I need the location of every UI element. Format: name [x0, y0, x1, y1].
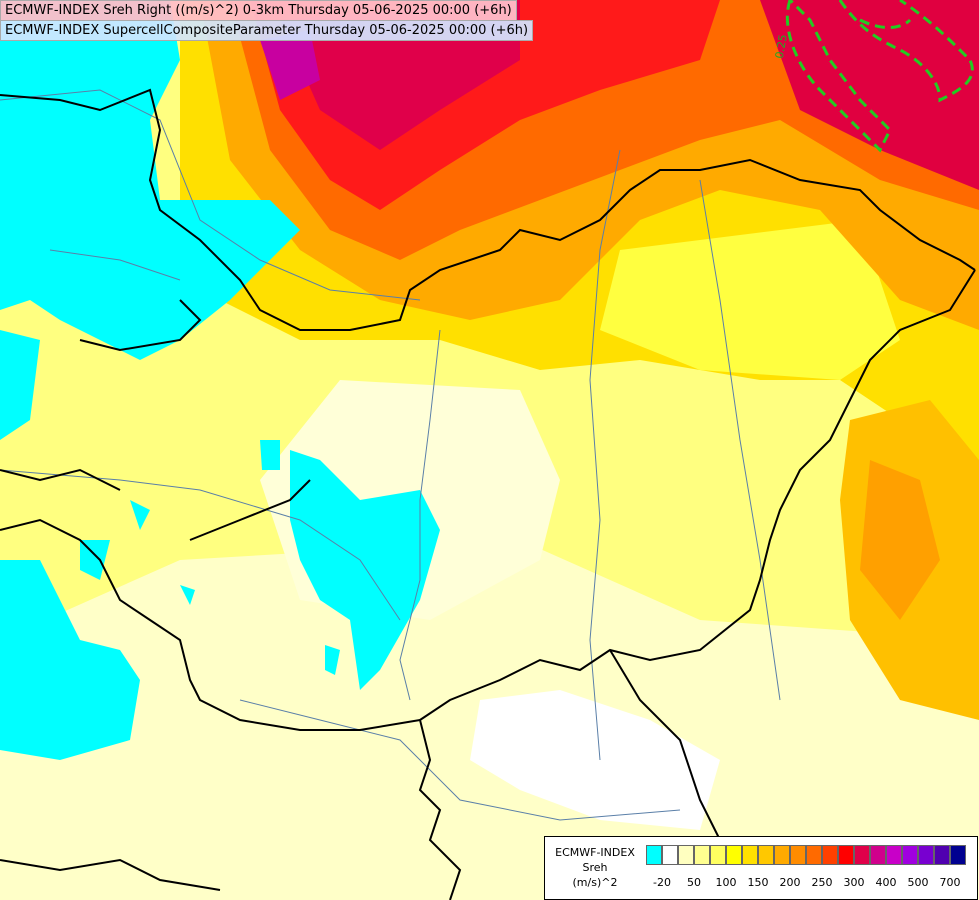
legend-tick: 150: [747, 876, 769, 889]
scp-contours: [785, 0, 974, 153]
legend-swatch: [678, 845, 694, 865]
legend-ticks: -20 50 100 150 200 250 300 400 500 700: [646, 876, 971, 890]
legend-line-2: Sreh: [582, 861, 608, 874]
cyan-sw-3: [130, 500, 150, 530]
legend-swatch: [838, 845, 854, 865]
cyan-small: [325, 645, 340, 675]
legend-swatch: [950, 845, 966, 865]
legend-swatch: [774, 845, 790, 865]
legend-swatch: [934, 845, 950, 865]
legend-swatch: [822, 845, 838, 865]
cyan-sw-2: [80, 540, 110, 580]
legend-swatch: [854, 845, 870, 865]
legend-swatches: [646, 845, 966, 865]
cyan-west-2: [0, 330, 40, 440]
title-line-2: ECMWF-INDEX SupercellCompositeParameter …: [0, 20, 534, 41]
legend-swatch: [790, 845, 806, 865]
yellow-area-ne: [600, 220, 900, 380]
legend-swatch: [662, 845, 678, 865]
cyan-sw-4: [180, 585, 195, 605]
orange-east-core: [860, 460, 940, 620]
legend-swatch: [726, 845, 742, 865]
title-line-1: ECMWF-INDEX Sreh Right ((m/s)^2) 0-3km T…: [0, 0, 517, 21]
legend-tick: 200: [779, 876, 801, 889]
magenta-spot: [260, 30, 320, 100]
legend-tick: 400: [875, 876, 897, 889]
legend-swatch: [742, 845, 758, 865]
legend-swatch: [806, 845, 822, 865]
cyan-sw: [0, 560, 140, 760]
legend-tick: 250: [811, 876, 833, 889]
legend-tick: 300: [843, 876, 865, 889]
legend-tick: 100: [715, 876, 737, 889]
legend-tick: 50: [687, 876, 701, 889]
white-area: [470, 690, 720, 830]
color-legend: ECMWF-INDEX Sreh (m/s)^2 -20 50 100 150 200 2…: [544, 836, 978, 900]
cyan-center-2: [260, 440, 280, 470]
legend-line-1: ECMWF-INDEX: [555, 846, 635, 859]
legend-swatch: [758, 845, 774, 865]
legend-line-3: (m/s)^2: [572, 876, 618, 889]
rivers: [0, 89, 781, 821]
legend-label: ECMWF-INDEX Sreh (m/s)^2: [547, 845, 643, 890]
legend-tick: -20: [653, 876, 671, 889]
cyan-center: [290, 450, 440, 690]
crimson-ne: [760, 0, 979, 190]
legend-tick: 500: [907, 876, 929, 889]
legend-swatch: [902, 845, 918, 865]
legend-tick: 700: [939, 876, 961, 889]
legend-swatch: [710, 845, 726, 865]
legend-swatch: [886, 845, 902, 865]
legend-swatch: [694, 845, 710, 865]
legend-swatch: [646, 845, 662, 865]
legend-swatch: [870, 845, 886, 865]
legend-swatch: [918, 845, 934, 865]
country-borders: [0, 88, 976, 900]
